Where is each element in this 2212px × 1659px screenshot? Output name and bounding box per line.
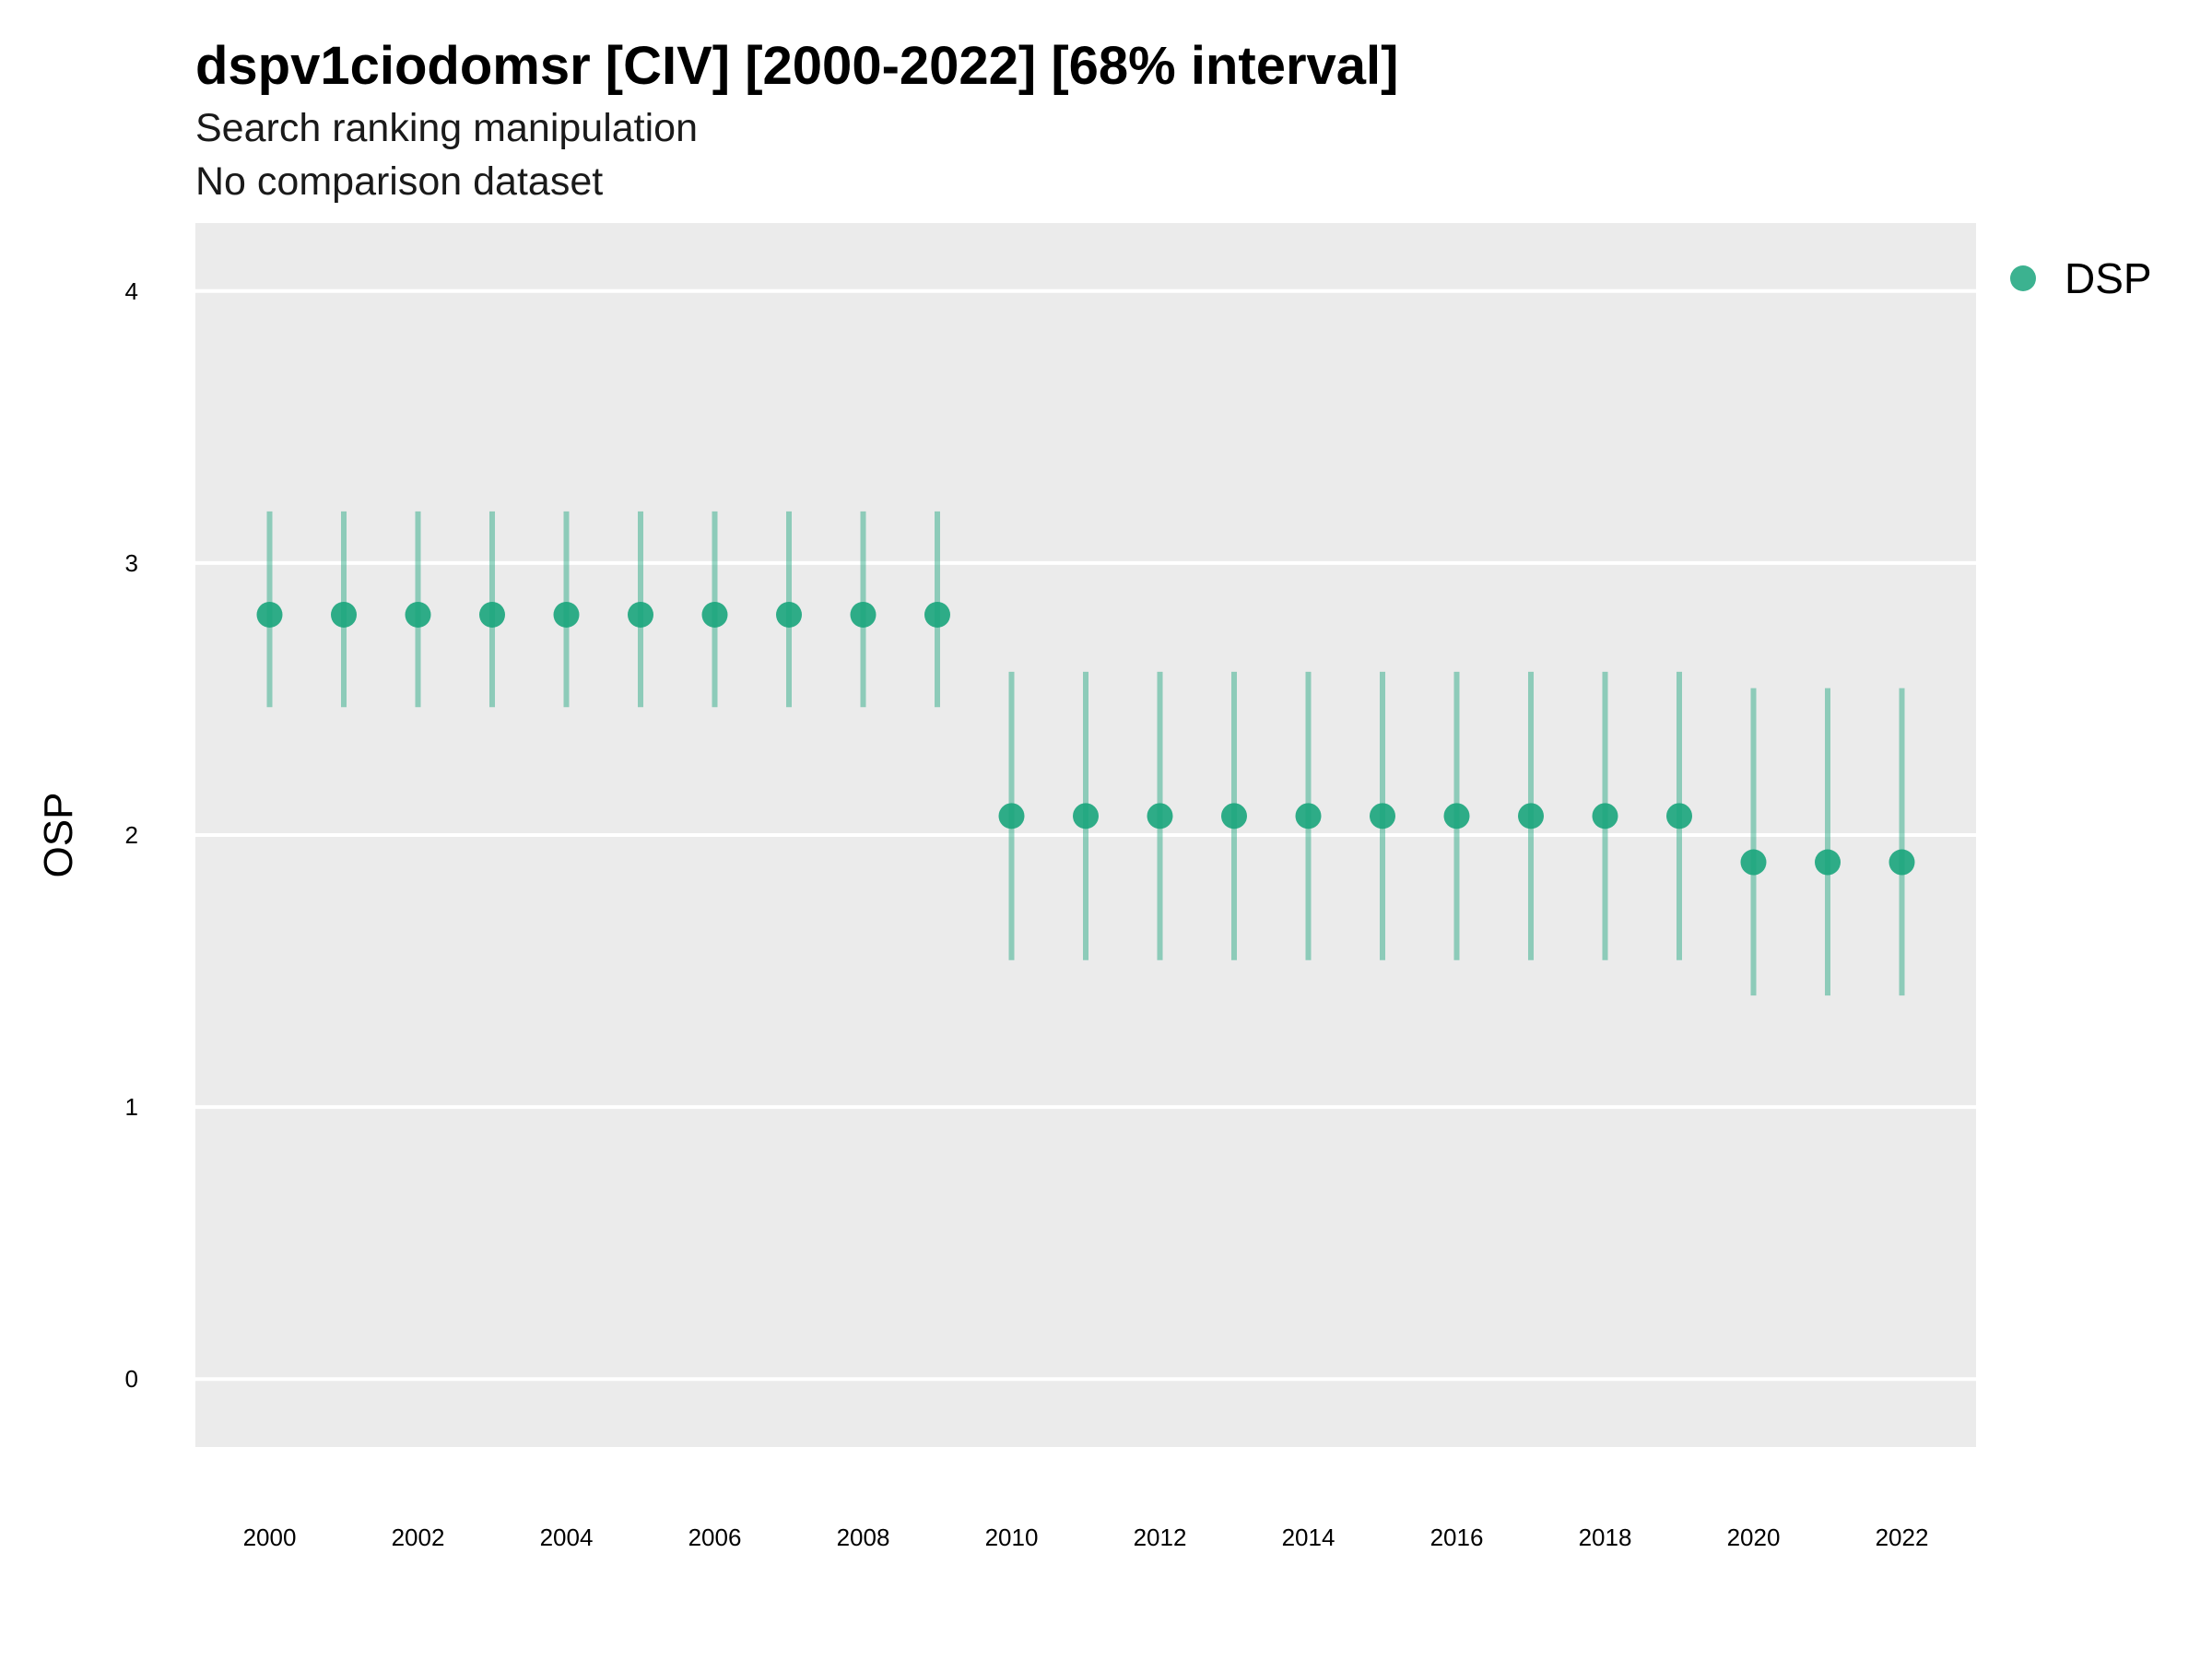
data-point xyxy=(1888,849,1915,876)
data-point xyxy=(776,601,802,628)
data-point xyxy=(1295,803,1322,830)
y-tick-label: 2 xyxy=(125,821,138,849)
y-tick-label: 4 xyxy=(125,277,138,305)
data-point xyxy=(331,601,357,628)
data-point xyxy=(1221,803,1247,830)
x-tick-label: 2010 xyxy=(985,1524,1039,1551)
x-tick-label: 2016 xyxy=(1430,1524,1484,1551)
legend: DSP xyxy=(2010,254,2152,302)
chart-subtitle: Search ranking manipulation xyxy=(195,106,698,150)
data-point xyxy=(1073,803,1099,830)
data-point xyxy=(256,601,283,628)
data-point xyxy=(998,803,1025,830)
chart-title: dspv1ciodomsr [CIV] [2000-2022] [68% int… xyxy=(195,36,1399,96)
y-tick-label: 3 xyxy=(125,549,138,577)
data-point xyxy=(1518,803,1544,830)
legend-marker xyxy=(2010,265,2036,291)
data-point xyxy=(479,601,505,628)
data-point xyxy=(1592,803,1618,830)
x-tick-label: 2022 xyxy=(1876,1524,1929,1551)
gridlines xyxy=(195,288,1976,1382)
data-point xyxy=(701,601,728,628)
data-point xyxy=(1443,803,1470,830)
x-axis-ticks: 2000 2002 2004 2006 2008 2010 2012 2014 2016 2018… xyxy=(243,1524,1929,1551)
data-point xyxy=(553,601,580,628)
data-point xyxy=(1815,849,1841,876)
y-axis-ticks: 0 1 2 3 4 xyxy=(125,277,138,1393)
data-point xyxy=(850,601,877,628)
chart-caption: No comparison dataset xyxy=(195,159,604,204)
data-point xyxy=(1370,803,1395,830)
y-tick-label: 0 xyxy=(125,1365,138,1393)
x-tick-label: 2004 xyxy=(540,1524,594,1551)
x-tick-label: 2000 xyxy=(243,1524,297,1551)
data-point xyxy=(1666,803,1692,830)
data-points xyxy=(256,601,1915,876)
data-point xyxy=(628,601,653,628)
data-point xyxy=(1147,803,1173,830)
y-tick-label: 1 xyxy=(125,1093,138,1121)
x-tick-label: 2014 xyxy=(1282,1524,1335,1551)
y-axis-label: OSP xyxy=(36,793,81,878)
x-tick-label: 2002 xyxy=(392,1524,445,1551)
data-point xyxy=(1740,849,1767,876)
legend-label: DSP xyxy=(2065,254,2152,302)
x-tick-label: 2018 xyxy=(1579,1524,1632,1551)
data-point xyxy=(405,601,431,628)
x-tick-label: 2006 xyxy=(688,1524,742,1551)
x-tick-label: 2008 xyxy=(837,1524,890,1551)
x-tick-label: 2020 xyxy=(1727,1524,1781,1551)
x-tick-label: 2012 xyxy=(1134,1524,1187,1551)
data-point xyxy=(924,601,950,628)
